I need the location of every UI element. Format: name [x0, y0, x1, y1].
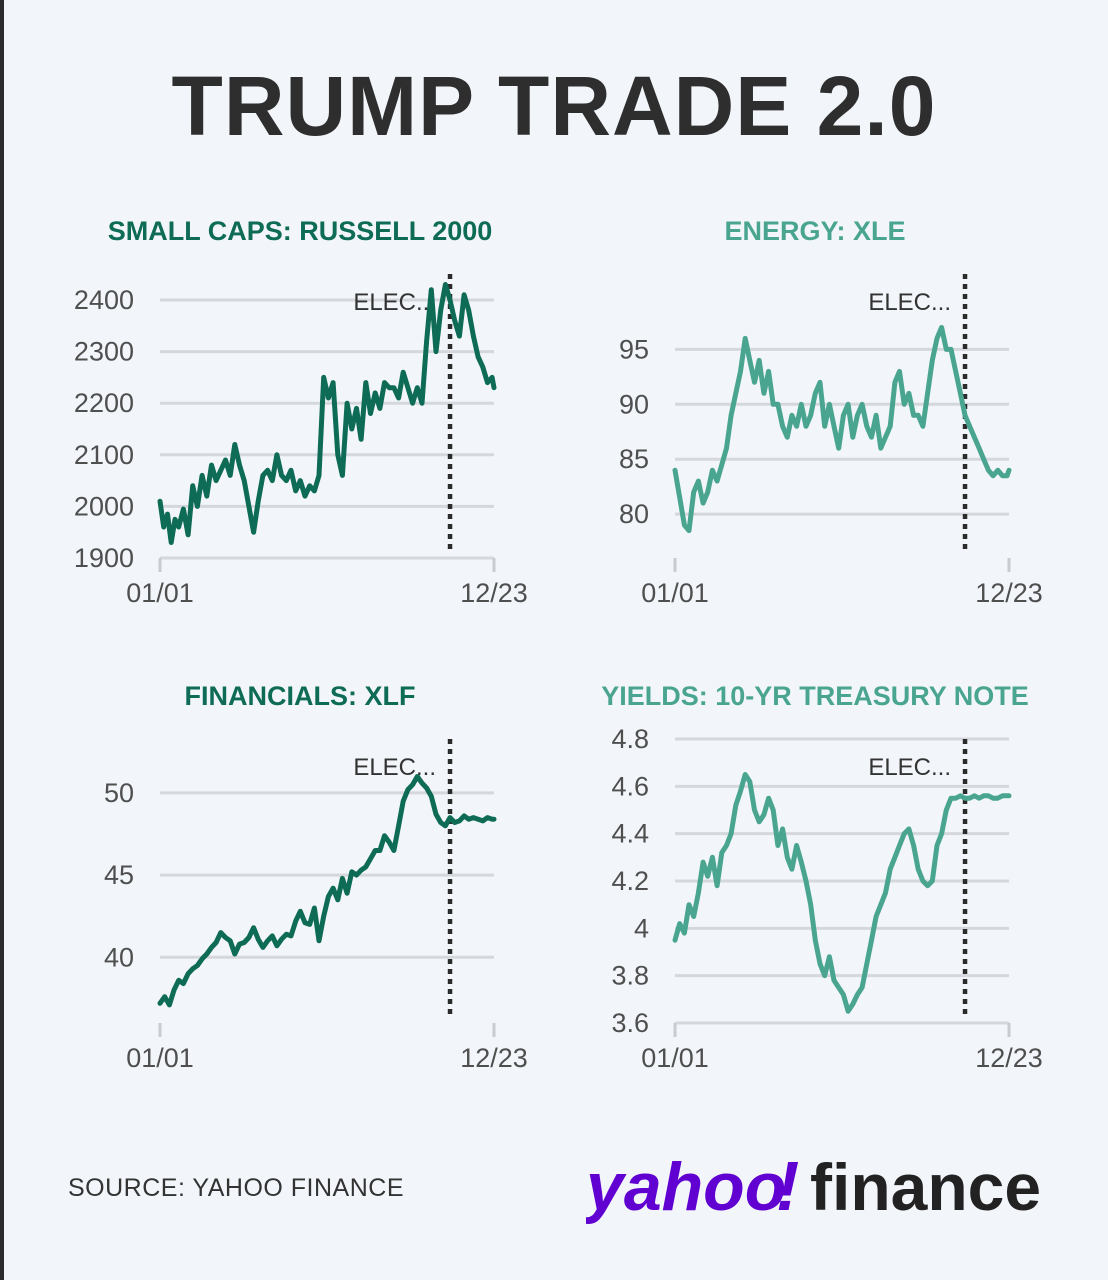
x-tick-label-start: 01/01: [126, 1043, 194, 1073]
y-tick-label: 2400: [74, 285, 134, 315]
y-tick-label: 1900: [74, 543, 134, 573]
x-tick-label-start: 01/01: [641, 1043, 709, 1073]
series-line: [157, 282, 497, 545]
y-tick-label: 85: [619, 444, 649, 474]
chart-svg-financials: FINANCIALS: XLF 40 45 50 01/01 12/23 ELEC...: [104, 681, 528, 1073]
chart-panel-energy: ENERGY: XLE 80 85 90 95 01/01 12/23 ELEC...: [575, 200, 1108, 630]
y-tick-label: 4.6: [611, 771, 649, 801]
y-tick-label: 3.6: [611, 1008, 649, 1038]
y-tick-label: 90: [619, 389, 649, 419]
x-tick-label-end: 12/23: [975, 1043, 1043, 1073]
y-tick-label: 50: [104, 778, 134, 808]
chart-title: ENERGY: XLE: [724, 216, 905, 246]
election-label: ELEC...: [353, 289, 436, 316]
election-label: ELEC...: [353, 754, 436, 781]
y-tick-label: 4.2: [611, 866, 649, 896]
y-tick-label: 2200: [74, 388, 134, 418]
chart-panel-yields: YIELDS: 10-YR TREASURY NOTE 3.6 3.8 4 4.2 4.4…: [575, 665, 1108, 1095]
y-tick-label: 45: [104, 860, 134, 890]
y-tick-label: 2300: [74, 337, 134, 367]
chart-title: SMALL CAPS: RUSSELL 2000: [108, 216, 493, 246]
frame-edge: [0, 0, 4, 1280]
chart-title: YIELDS: 10-YR TREASURY NOTE: [601, 681, 1029, 711]
x-tick-label-end: 12/23: [460, 578, 528, 608]
y-tick-label: 2000: [74, 491, 134, 521]
logo-finance-text: finance: [810, 1150, 1041, 1224]
chart-panel-russell: SMALL CAPS: RUSSELL 2000 1900 2000 2100 2200…: [60, 200, 600, 630]
yahoo-finance-logo[interactable]: yahoo ! finance: [586, 1148, 1056, 1228]
x-tick-label-start: 01/01: [126, 578, 194, 608]
chart-title: FINANCIALS: XLF: [185, 681, 416, 711]
y-tick-label: 4: [634, 913, 649, 943]
source-note: SOURCE: YAHOO FINANCE: [68, 1174, 405, 1202]
chart-svg-yields: YIELDS: 10-YR TREASURY NOTE 3.6 3.8 4 4.2 4.4…: [601, 681, 1043, 1073]
page-title: TRUMP TRADE 2.0: [171, 59, 937, 153]
x-tick-label-end: 12/23: [460, 1043, 528, 1073]
y-tick-label: 2100: [74, 440, 134, 470]
y-tick-label: 4.8: [611, 724, 649, 754]
y-tick-label: 80: [619, 499, 649, 529]
chart-panel-financials: FINANCIALS: XLF 40 45 50 01/01 12/23 ELEC...: [60, 665, 600, 1095]
series-line: [672, 324, 1012, 534]
x-tick-label-end: 12/23: [975, 578, 1043, 608]
y-tick-label: 3.8: [611, 961, 649, 991]
logo-bang-icon: !: [776, 1148, 799, 1225]
election-label: ELEC...: [868, 754, 951, 781]
x-tick-label-start: 01/01: [641, 578, 709, 608]
logo-yahoo-text: yahoo: [586, 1149, 786, 1225]
series-line: [157, 774, 497, 1008]
chart-svg-energy: ENERGY: XLE 80 85 90 95 01/01 12/23 ELEC...: [619, 216, 1043, 608]
y-tick-label: 95: [619, 334, 649, 364]
y-tick-label: 40: [104, 942, 134, 972]
election-label: ELEC...: [868, 289, 951, 316]
chart-svg-russell: SMALL CAPS: RUSSELL 2000 1900 2000 2100 2200…: [74, 216, 528, 608]
y-tick-label: 4.4: [611, 819, 649, 849]
series-line: [672, 772, 1012, 1014]
